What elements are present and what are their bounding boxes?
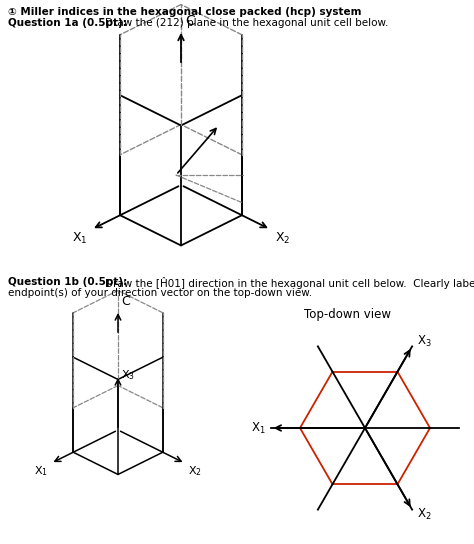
- Text: X$_1$: X$_1$: [251, 421, 266, 436]
- Text: X$_1$: X$_1$: [72, 231, 87, 245]
- Text: Draw the [Ĥ01] direction in the hexagonal unit cell below.  Clearly label the: Draw the [Ĥ01] direction in the hexagona…: [105, 277, 474, 289]
- Text: X$_2$: X$_2$: [274, 231, 290, 245]
- Text: X$_2$: X$_2$: [188, 465, 202, 478]
- Text: X$_3$: X$_3$: [121, 368, 135, 382]
- Text: X$_2$: X$_2$: [417, 507, 432, 522]
- Text: ① Miller indices in the hexagonal close packed (hcp) system: ① Miller indices in the hexagonal close …: [8, 7, 362, 17]
- Text: X$_1$: X$_1$: [34, 465, 48, 478]
- Text: endpoint(s) of your direction vector on the top-down view.: endpoint(s) of your direction vector on …: [8, 288, 312, 298]
- Text: C: C: [185, 14, 195, 28]
- Text: Draw the (212) plane in the hexagonal unit cell below.: Draw the (212) plane in the hexagonal un…: [105, 18, 388, 28]
- Text: Question 1a (0.5pt):: Question 1a (0.5pt):: [8, 18, 127, 28]
- Text: Top-down view: Top-down view: [304, 308, 392, 321]
- Text: X$_3$: X$_3$: [417, 334, 432, 349]
- Text: C: C: [121, 295, 130, 308]
- Text: Question 1b (0.5pt):: Question 1b (0.5pt):: [8, 277, 127, 287]
